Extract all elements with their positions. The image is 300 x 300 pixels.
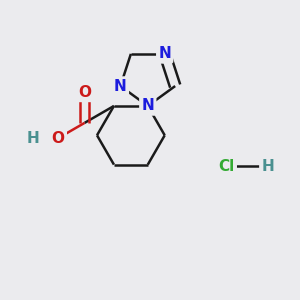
- Text: N: N: [141, 98, 154, 113]
- Text: H: H: [26, 130, 39, 146]
- Text: N: N: [158, 46, 171, 62]
- Text: H: H: [261, 159, 274, 174]
- Text: N: N: [114, 79, 127, 94]
- Text: O: O: [52, 130, 65, 146]
- Text: O: O: [78, 85, 91, 100]
- Text: Cl: Cl: [218, 159, 235, 174]
